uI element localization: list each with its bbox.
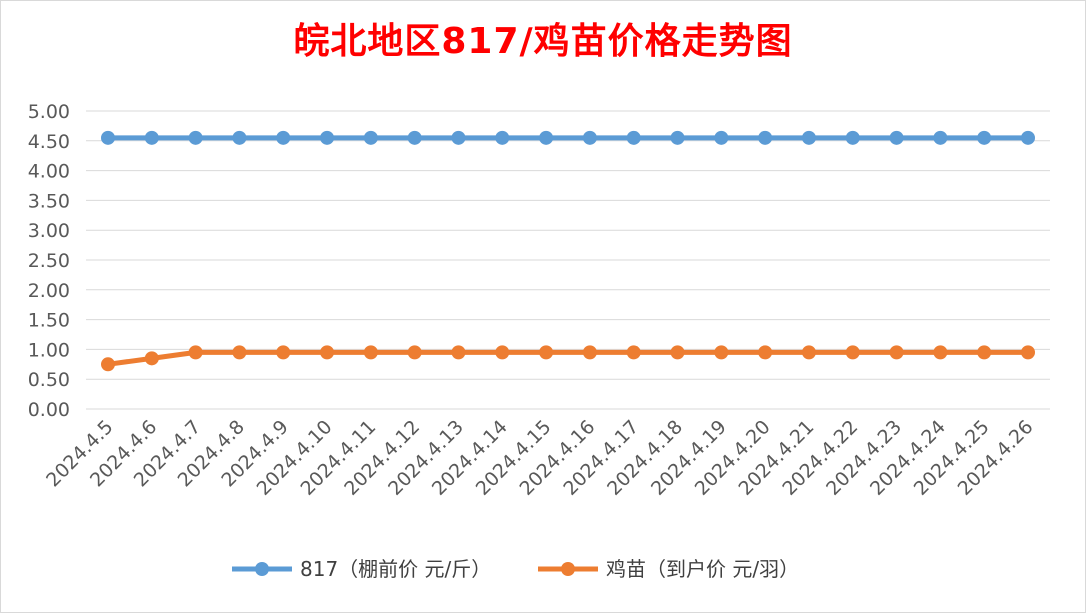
data-point (1021, 345, 1035, 360)
data-point (539, 130, 554, 145)
legend: 817（棚前价 元/斤） 鸡苗（到户价 元/羽） (232, 557, 799, 581)
data-point (714, 345, 729, 360)
data-point (933, 130, 948, 145)
y-tick-label: 4.00 (28, 161, 70, 183)
data-point (320, 130, 335, 145)
data-point (670, 345, 685, 360)
data-point (845, 345, 860, 360)
y-tick-label: 1.50 (28, 310, 70, 332)
data-point (101, 357, 115, 372)
data-point (714, 130, 729, 145)
data-point (101, 130, 115, 145)
gridlines (86, 110, 1050, 410)
data-point (363, 345, 378, 360)
y-tick-label: 1.00 (28, 339, 70, 361)
y-tick-label: 4.50 (28, 131, 70, 153)
data-point (451, 130, 466, 145)
data-point (407, 130, 422, 145)
data-point (801, 345, 816, 360)
data-point (276, 345, 291, 360)
legend-item-2: 鸡苗（到户价 元/羽） (538, 557, 799, 581)
y-tick-label: 2.50 (28, 250, 70, 272)
data-point (1021, 130, 1035, 145)
series-1 (101, 130, 1035, 145)
data-point (495, 345, 510, 360)
data-point (670, 130, 685, 145)
data-point (845, 130, 860, 145)
data-point (977, 130, 992, 145)
data-point (582, 130, 597, 145)
legend-point-marker (255, 562, 269, 576)
data-point (582, 345, 597, 360)
legend-point-marker (561, 562, 575, 576)
y-tick-label: 0.00 (28, 399, 70, 421)
data-point (144, 351, 159, 366)
data-point (889, 345, 904, 360)
y-tick-label: 5.00 (28, 101, 70, 123)
series-2 (101, 345, 1035, 372)
data-point (758, 130, 773, 145)
data-point (977, 345, 992, 360)
data-point (539, 345, 554, 360)
data-point (933, 345, 948, 360)
series-line (107, 349, 1028, 367)
data-point (801, 130, 816, 145)
data-point (144, 130, 159, 145)
data-point (889, 130, 904, 145)
y-tick-label: 3.50 (28, 190, 70, 212)
data-point (451, 345, 466, 360)
data-point (363, 130, 378, 145)
y-tick-label: 2.00 (28, 280, 70, 302)
data-point (188, 345, 203, 360)
x-axis-ticks: 2024.4.52024.4.62024.4.72024.4.82024.4.9… (42, 416, 1037, 500)
legend-item-1: 817（棚前价 元/斤） (232, 557, 491, 581)
y-axis-ticks: 0.00 0.50 1.00 1.50 2.00 2.50 3.00 3.50 4.00 4.50… (28, 101, 70, 421)
y-tick-label: 0.50 (28, 369, 70, 391)
data-point (626, 130, 641, 145)
data-point (626, 345, 641, 360)
series-layer (101, 130, 1035, 372)
legend-label: 鸡苗（到户价 元/羽） (606, 557, 799, 581)
data-point (232, 345, 247, 360)
y-tick-label: 3.00 (28, 220, 70, 242)
data-point (232, 130, 247, 145)
data-point (758, 345, 773, 360)
chart-title: 皖北地区817/鸡苗价格走势图 (293, 21, 793, 62)
data-point (495, 130, 510, 145)
data-point (276, 130, 291, 145)
data-point (320, 345, 335, 360)
data-point (188, 130, 203, 145)
legend-label: 817（棚前价 元/斤） (300, 557, 491, 581)
data-point (407, 345, 422, 360)
